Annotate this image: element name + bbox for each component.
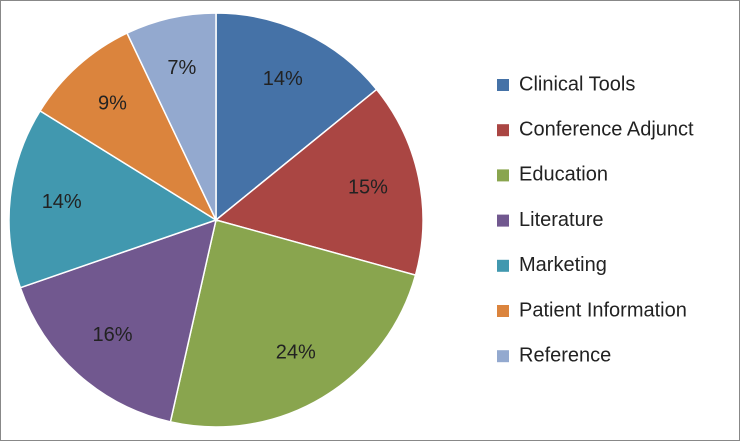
data-label: 9% — [98, 93, 127, 115]
legend-swatch — [497, 169, 509, 182]
legend-label: Conference Adjunct — [519, 118, 694, 140]
pie-slice — [8, 109, 218, 289]
legend-label: Education — [519, 164, 608, 186]
pie-slice — [215, 12, 378, 222]
pie-slice — [126, 12, 217, 221]
legend-swatch — [497, 350, 509, 363]
pie-slice — [39, 32, 218, 222]
data-label: 16% — [92, 324, 132, 346]
legend-label: Literature — [519, 209, 604, 231]
legend-label: Reference — [519, 344, 611, 366]
legend-swatch — [497, 259, 509, 272]
pie-slice — [214, 88, 424, 277]
pie-slice — [169, 219, 417, 428]
pie-slice — [19, 218, 218, 423]
legend-swatch — [497, 79, 509, 91]
data-label: 24% — [276, 341, 316, 363]
legend-swatch — [497, 305, 509, 317]
legend-label: Patient Information — [519, 299, 687, 321]
data-label: 7% — [167, 57, 196, 79]
data-label: 15% — [348, 176, 388, 198]
data-label: 14% — [42, 191, 82, 213]
legend-swatch — [497, 214, 509, 227]
legend-label: Clinical Tools — [519, 73, 635, 95]
legend-swatch — [497, 124, 509, 137]
legend-label: Marketing — [519, 254, 607, 276]
data-label: 14% — [263, 68, 303, 90]
